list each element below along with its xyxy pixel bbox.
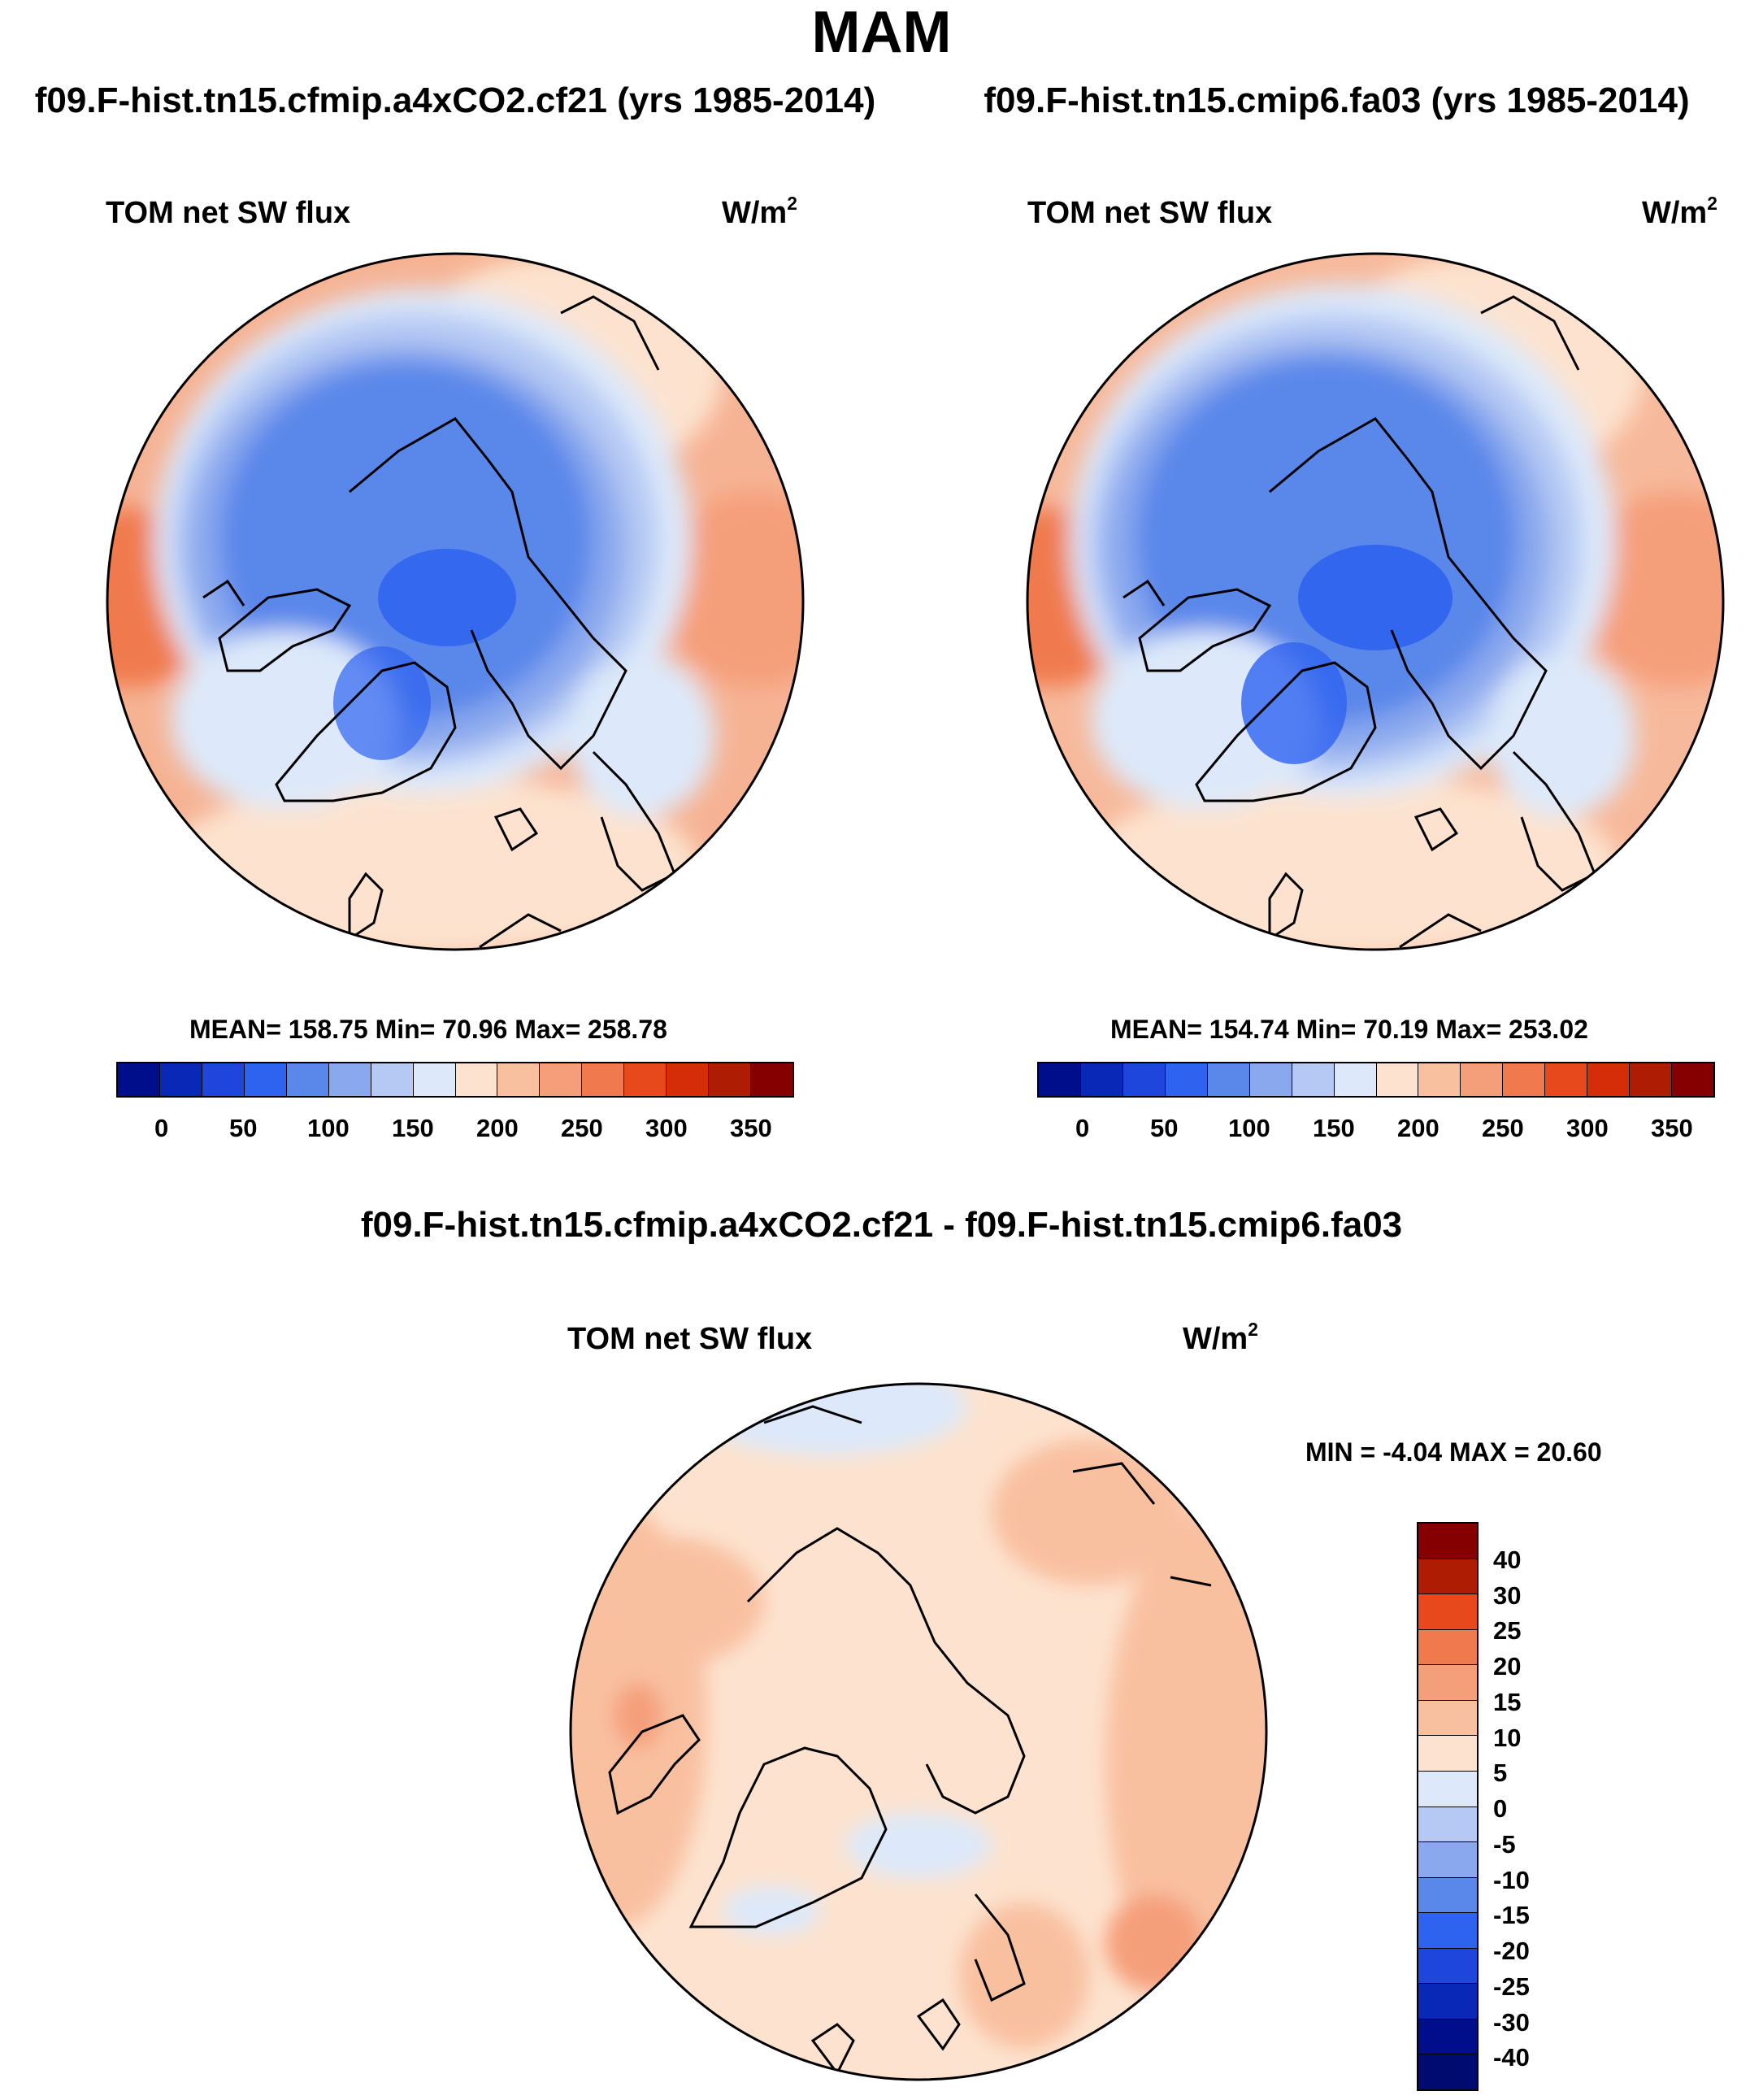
diff-colorbar-tick: 40 xyxy=(1493,1546,1522,1574)
diff-colorbar-tick: -10 xyxy=(1493,1866,1530,1894)
panel-2-variable-label: TOM net SW flux xyxy=(1027,196,1273,230)
panel-2-colorbar-swatch xyxy=(1461,1063,1504,1096)
panel-1-colorbar-swatch xyxy=(286,1063,329,1096)
panel-2-colorbar-tick: 200 xyxy=(1397,1114,1439,1142)
panel-2-colorbar-swatch xyxy=(1376,1063,1419,1096)
diff-colorbar-tick: 30 xyxy=(1493,1581,1522,1610)
diff-panel-polar-map xyxy=(569,1382,1268,2081)
panel-2-colorbar-tick: 300 xyxy=(1566,1114,1609,1142)
diff-panel-units: W/m2 xyxy=(1183,1319,1258,1356)
diff-colorbar-tick: -30 xyxy=(1493,2008,1530,2037)
panel-2-colorbar-swatch xyxy=(1207,1063,1250,1096)
panel-1-colorbar-swatch xyxy=(540,1063,583,1096)
panel-1-colorbar-swatch xyxy=(328,1063,371,1096)
diff-colorbar-swatch xyxy=(1418,2019,1477,2055)
diff-colorbar-tick: 0 xyxy=(1493,1794,1508,1823)
panel-2-colorbar-swatch xyxy=(1292,1063,1335,1096)
panel-1-colorbar-tick: 50 xyxy=(229,1114,258,1142)
panel-2-colorbar-tick: 0 xyxy=(1075,1114,1090,1142)
diff-colorbar-swatch xyxy=(1418,1771,1477,1807)
diff-colorbar-swatch xyxy=(1418,2054,1477,2089)
panel-1-case-title: f09.F-hist.tn15.cfmip.a4xCO2.cf21 (yrs 1… xyxy=(34,80,876,120)
diff-panel-colorbar xyxy=(1417,1522,1479,2091)
panel-1-colorbar-swatch xyxy=(624,1063,667,1096)
panel-2-colorbar-swatch xyxy=(1630,1063,1673,1096)
panel-1-colorbar-swatch xyxy=(709,1063,752,1096)
diff-colorbar-swatch xyxy=(1418,1524,1477,1559)
diff-colorbar-swatch xyxy=(1418,1700,1477,1737)
diff-colorbar-swatch xyxy=(1418,1913,1477,1949)
panel-1-colorbar-tick: 200 xyxy=(476,1114,519,1142)
panel-1-colorbar-tick: 100 xyxy=(307,1114,350,1142)
panel-2-colorbar-tick: 50 xyxy=(1150,1114,1179,1142)
panel-1-colorbar xyxy=(116,1062,794,1098)
diff-colorbar-swatch xyxy=(1418,1559,1477,1595)
diff-colorbar-swatch xyxy=(1418,1736,1477,1772)
diff-panel-variable-label: TOM net SW flux xyxy=(567,1322,813,1356)
panel-1-colorbar-swatch xyxy=(413,1063,456,1096)
panel-2-colorbar-tick: 100 xyxy=(1228,1114,1270,1142)
panel-2-stats: MEAN= 154.74 Min= 70.19 Max= 253.02 xyxy=(1110,1015,1588,1044)
diff-colorbar-swatch xyxy=(1418,1984,1477,2020)
diff-colorbar-tick: -40 xyxy=(1493,2043,1530,2072)
panel-2-colorbar-swatch xyxy=(1503,1063,1546,1096)
panel-1-colorbar-tick: 150 xyxy=(392,1114,434,1142)
diff-colorbar-tick: -20 xyxy=(1493,1937,1530,1965)
panel-1-colorbar-swatch xyxy=(582,1063,625,1096)
panel-1-colorbar-swatch xyxy=(244,1063,287,1096)
panel-2-colorbar xyxy=(1037,1062,1715,1098)
diff-colorbar-tick: 10 xyxy=(1493,1724,1522,1752)
panel-2-colorbar-swatch xyxy=(1672,1063,1713,1096)
panel-2-colorbar-swatch xyxy=(1123,1063,1166,1096)
panel-2-colorbar-swatch xyxy=(1165,1063,1208,1096)
diff-panel-title: f09.F-hist.tn15.cfmip.a4xCO2.cf21 - f09.… xyxy=(360,1205,1403,1245)
panel-2-colorbar-tick: 150 xyxy=(1313,1114,1355,1142)
diff-panel-stats: MIN = -4.04 MAX = 20.60 xyxy=(1305,1437,1602,1467)
diff-colorbar-tick: 15 xyxy=(1493,1688,1522,1716)
diff-colorbar-tick: 20 xyxy=(1493,1652,1522,1680)
panel-1-colorbar-tick: 350 xyxy=(730,1114,772,1142)
diff-colorbar-tick: -15 xyxy=(1493,1901,1530,1929)
panel-1-colorbar-swatch xyxy=(751,1063,792,1096)
panel-2-colorbar-tick: 350 xyxy=(1651,1114,1693,1142)
panel-1-colorbar-swatch xyxy=(202,1063,245,1096)
panel-1-colorbar-swatch xyxy=(455,1063,498,1096)
panel-2-polar-map xyxy=(1026,252,1725,951)
panel-2-colorbar-swatch xyxy=(1039,1063,1081,1096)
panel-2-colorbar-swatch xyxy=(1418,1063,1461,1096)
panel-1-polar-map xyxy=(106,252,805,951)
panel-1-units: W/m2 xyxy=(722,193,797,230)
panel-1-colorbar-swatch xyxy=(159,1063,202,1096)
panel-1-colorbar-swatch xyxy=(118,1063,160,1096)
panel-1-colorbar-tick: 300 xyxy=(645,1114,688,1142)
diff-colorbar-tick: -25 xyxy=(1493,1972,1530,2001)
panel-1-colorbar-swatch xyxy=(497,1063,541,1096)
panel-1-colorbar-swatch xyxy=(371,1063,414,1096)
diff-colorbar-swatch xyxy=(1418,1842,1477,1878)
panel-2-case-title: f09.F-hist.tn15.cmip6.fa03 (yrs 1985-201… xyxy=(984,80,1690,120)
diff-colorbar-swatch xyxy=(1418,1594,1477,1630)
panel-2-colorbar-swatch xyxy=(1334,1063,1377,1096)
diff-colorbar-tick: -5 xyxy=(1493,1830,1516,1859)
panel-1-colorbar-tick: 250 xyxy=(561,1114,603,1142)
diff-colorbar-swatch xyxy=(1418,1629,1477,1666)
panel-2-colorbar-tick: 250 xyxy=(1482,1114,1524,1142)
panel-1-colorbar-tick: 0 xyxy=(154,1114,169,1142)
panel-1-stats: MEAN= 158.75 Min= 70.96 Max= 258.78 xyxy=(189,1015,667,1044)
panel-2-colorbar-swatch xyxy=(1587,1063,1631,1096)
panel-2-units: W/m2 xyxy=(1642,193,1717,230)
panel-2-colorbar-swatch xyxy=(1080,1063,1123,1096)
diff-colorbar-swatch xyxy=(1418,1948,1477,1985)
panel-1-colorbar-swatch xyxy=(667,1063,710,1096)
figure-title: MAM xyxy=(811,0,952,65)
panel-2-colorbar-swatch xyxy=(1545,1063,1588,1096)
diff-colorbar-swatch xyxy=(1418,1807,1477,1843)
panel-2-colorbar-swatch xyxy=(1249,1063,1292,1096)
diff-colorbar-swatch xyxy=(1418,1877,1477,1914)
diff-colorbar-tick: 25 xyxy=(1493,1616,1522,1645)
diff-colorbar-swatch xyxy=(1418,1665,1477,1701)
diff-colorbar-tick: 5 xyxy=(1493,1759,1508,1787)
panel-1-variable-label: TOM net SW flux xyxy=(106,196,351,230)
